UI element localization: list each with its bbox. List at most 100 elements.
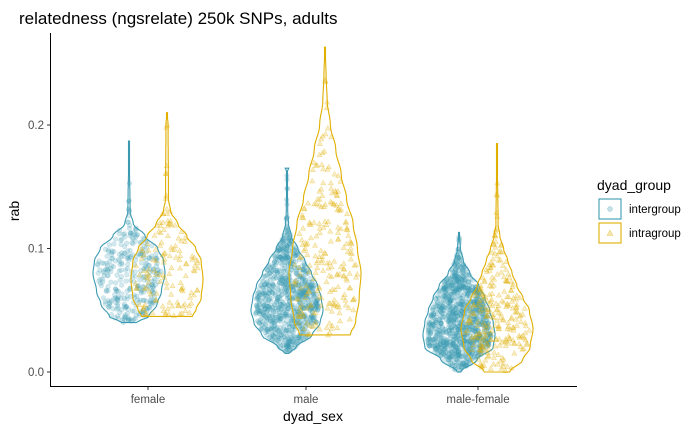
data-point [267,318,273,324]
data-point [301,306,307,312]
data-point [253,311,259,317]
data-point [267,274,273,280]
data-point [118,253,124,259]
data-point [255,294,261,300]
data-point [444,342,450,348]
data-point [146,283,152,289]
data-point [280,244,286,250]
data-point [287,339,293,345]
data-point [290,287,296,293]
data-point [308,305,314,311]
data-point [285,255,291,261]
data-point [99,260,105,266]
data-point [257,317,263,323]
data-point [446,294,452,300]
data-point [277,294,283,300]
legend-label-intergroup: intergroup [629,204,681,216]
data-point [267,334,273,340]
data-point [300,329,306,335]
data-point [141,277,147,283]
data-point [113,287,119,293]
data-point [340,260,347,266]
data-point [270,264,276,270]
data-point [118,307,124,313]
data-point [268,276,274,282]
data-point [267,282,273,288]
data-point [284,344,290,350]
data-point [260,278,266,284]
data-point [294,307,300,313]
violin-intragroup-male-female [460,142,534,374]
data-point [296,320,302,326]
data-point [267,271,273,277]
data-point [276,328,282,334]
data-point [124,296,130,302]
data-point [266,283,272,289]
data-point [289,267,295,273]
data-point [261,303,267,309]
data-point [168,264,175,270]
data-point [311,318,317,324]
data-point [285,342,291,348]
data-point [141,266,147,272]
x-tick-label: male [294,394,319,406]
data-point [128,230,134,236]
data-point [296,230,303,236]
data-point [260,312,266,318]
data-point [142,265,148,271]
data-point [117,277,123,283]
data-point [100,279,106,285]
data-point [276,254,282,260]
data-point [286,338,292,344]
data-point [284,244,290,250]
data-point [140,309,146,315]
data-point [343,240,350,247]
data-point [117,261,123,267]
data-point [440,314,446,320]
data-point [284,247,290,253]
data-point [276,269,282,275]
data-point [152,298,158,304]
data-point [303,315,309,321]
data-point [448,325,454,331]
data-point [164,232,171,239]
data-point [335,224,342,230]
data-point [111,296,117,302]
chart-title: relatedness (ngsrelate) 250k SNPs, adult… [19,9,337,28]
data-point [144,249,150,255]
data-point [331,296,338,303]
data-point [140,252,146,258]
data-point [294,312,300,318]
data-point [284,335,290,341]
data-point [505,332,512,339]
data-point [129,308,135,314]
data-point [295,282,301,288]
data-point [122,267,128,273]
data-point [309,282,315,288]
data-point [264,280,270,286]
data-point [125,248,131,254]
data-point [270,308,276,314]
data-point [328,307,335,314]
data-point [448,340,454,346]
data-point [264,326,270,332]
data-point [109,250,115,256]
data-point [277,253,283,259]
data-point [282,277,288,283]
data-point [262,313,268,319]
data-point [266,311,272,317]
data-point [306,282,312,288]
data-point [285,343,291,349]
data-point [310,290,316,296]
data-point [296,293,302,299]
data-point [299,278,305,284]
data-point [98,283,104,289]
y-tick-label: 0.1 [28,244,44,256]
data-point [135,283,141,289]
data-point [294,265,300,271]
data-point [122,234,128,240]
data-point [308,317,314,323]
data-point [274,268,280,274]
data-point [311,291,317,297]
data-point [148,256,154,262]
